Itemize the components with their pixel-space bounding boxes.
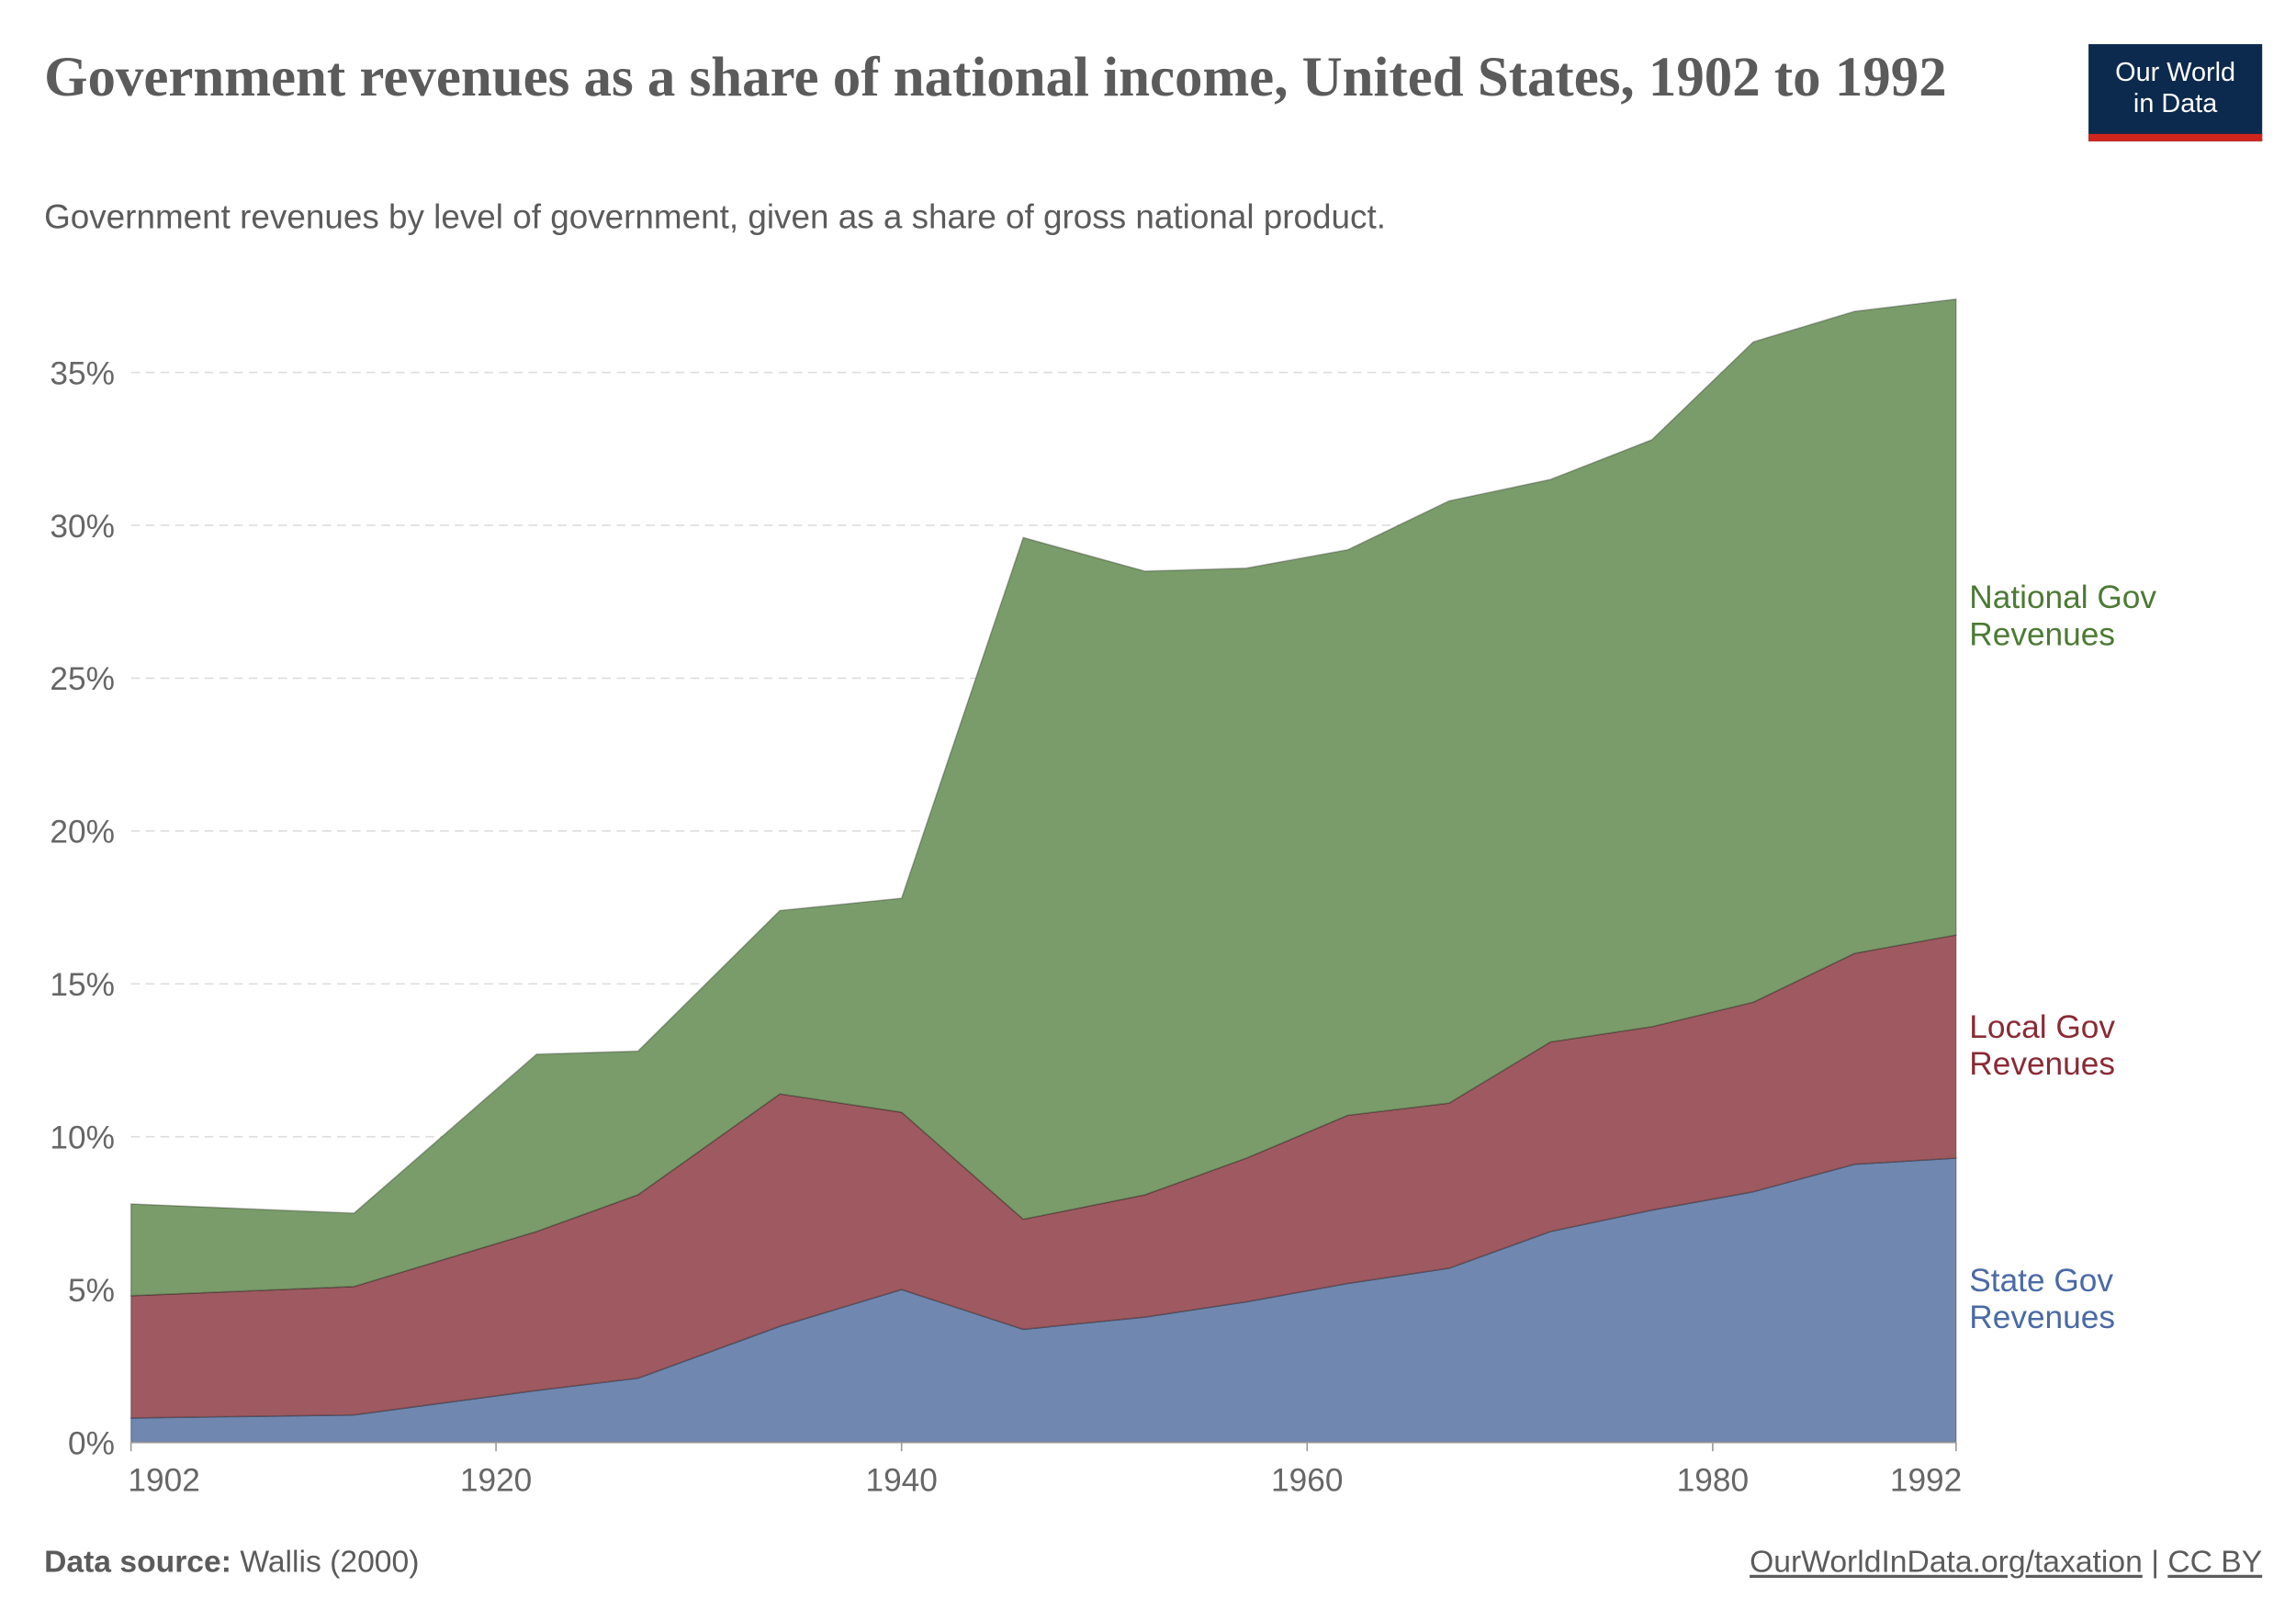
x-tick-label: 1940 (865, 1462, 937, 1498)
x-tick-label: 1920 (460, 1462, 532, 1498)
data-source: Data source: Wallis (2000) (44, 1546, 419, 1581)
area-chart: 0%5%10%15%20%25%30%35%State GovRevenuesL… (50, 298, 2156, 1498)
x-tick-label: 1902 (128, 1462, 199, 1498)
logo-line-1: Our World (2115, 57, 2236, 87)
y-tick-label: 20% (50, 815, 115, 850)
chart-title: Government revenues as a share of nation… (44, 47, 1947, 109)
series-label: State Gov (1969, 1263, 2113, 1299)
y-tick-label: 0% (68, 1425, 115, 1461)
series-label: Revenues (1969, 1046, 2115, 1082)
x-tick-label: 1992 (1890, 1462, 1962, 1498)
series-label: Revenues (1969, 1300, 2115, 1335)
footer-links: OurWorldInData.org/taxation | CC BY (1750, 1546, 2262, 1581)
y-tick-label: 30% (50, 509, 115, 545)
source-value: Wallis (2000) (240, 1545, 420, 1580)
taxation-link[interactable]: OurWorldInData.org/taxation (1750, 1545, 2143, 1580)
x-tick-label: 1960 (1271, 1462, 1343, 1498)
logo-line-2: in Data (2133, 88, 2218, 118)
series-label: National Gov (1969, 580, 2156, 615)
y-tick-label: 25% (50, 661, 115, 697)
y-tick-label: 35% (50, 355, 115, 391)
series-label: Revenues (1969, 616, 2115, 652)
source-label: Data source: (44, 1545, 231, 1580)
series-label: Local Gov (1969, 1009, 2115, 1045)
y-tick-label: 5% (68, 1273, 115, 1309)
license-link[interactable]: CC BY (2167, 1545, 2263, 1580)
y-tick-label: 10% (50, 1120, 115, 1156)
area-national-gov-revenues (129, 298, 1957, 1297)
owid-logo[interactable]: Our World in Data (2088, 44, 2263, 141)
chart-subtitle: Government revenues by level of governme… (44, 197, 1386, 236)
x-tick-label: 1980 (1677, 1462, 1749, 1498)
y-tick-label: 15% (50, 967, 115, 1003)
separator: | (2151, 1545, 2159, 1580)
